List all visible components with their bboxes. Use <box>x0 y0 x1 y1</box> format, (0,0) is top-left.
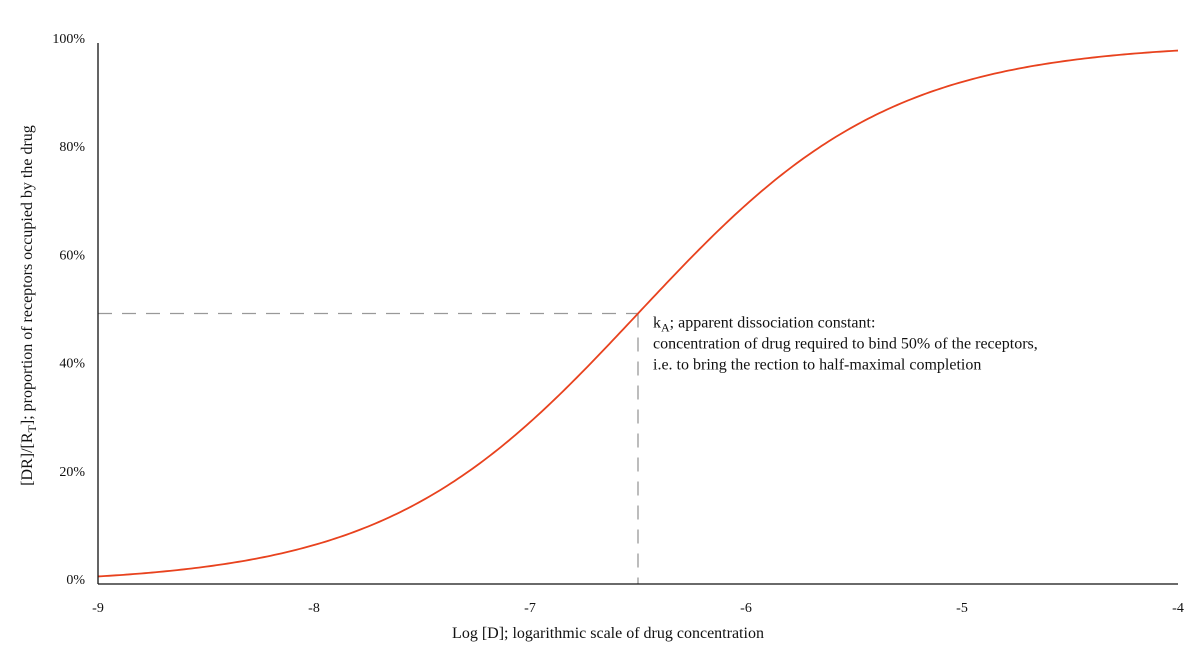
x-axis-tick-labels: -9 -8 -7 -6 -5 -4 <box>92 601 1184 616</box>
y-tick-label: 0% <box>66 573 85 588</box>
x-tick-label: -5 <box>956 601 968 616</box>
x-tick-label: -9 <box>92 601 104 616</box>
x-axis-title: Log [D]; logarithmic scale of drug conce… <box>452 625 764 642</box>
y-axis-title: [DR]/[RT]; proportion of receptors occup… <box>19 125 39 486</box>
y-tick-label: 40% <box>59 357 85 372</box>
kA-reference-lines <box>98 312 639 584</box>
annotation-line: i.e. to bring the rection to half-maxima… <box>653 357 981 374</box>
x-tick-label: -4 <box>1172 601 1184 616</box>
annotation-line: kA; apparent dissociation constant: <box>653 315 875 335</box>
occupancy-curve <box>97 49 1179 578</box>
y-tick-label: 80% <box>59 140 85 155</box>
x-tick-label: -6 <box>740 601 752 616</box>
x-tick-label: -8 <box>308 601 320 616</box>
x-tick-label: -7 <box>524 601 536 616</box>
y-tick-label: 20% <box>59 465 85 480</box>
kA-annotation: kA; apparent dissociation constant:conce… <box>653 315 1038 374</box>
y-tick-label: 100% <box>52 32 85 47</box>
y-axis-tick-labels: 0% 20% 40% 60% 80% 100% <box>52 32 85 588</box>
y-tick-label: 60% <box>59 248 85 263</box>
annotation-line: concentration of drug required to bind 5… <box>653 336 1038 353</box>
